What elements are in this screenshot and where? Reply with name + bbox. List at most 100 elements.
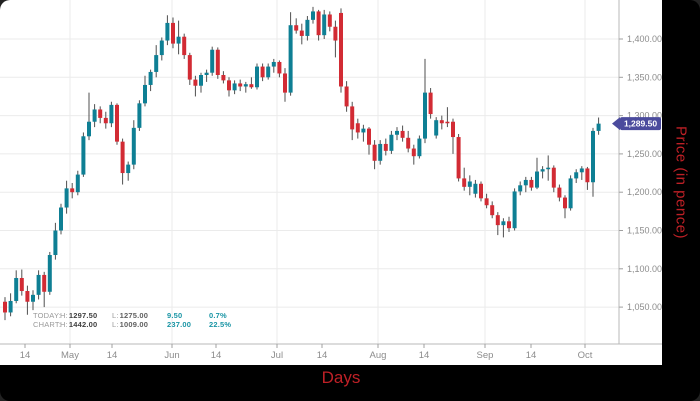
- candle-body-down: [355, 123, 360, 133]
- candle-body-up: [417, 138, 422, 157]
- candle-body-down: [182, 36, 187, 56]
- x-axis-label: May: [61, 350, 79, 361]
- candle-body-down: [406, 137, 411, 149]
- candle-body-down: [484, 198, 489, 206]
- candle-body-down: [350, 106, 355, 130]
- candle-body-up: [546, 167, 551, 170]
- candle-body-up: [176, 36, 181, 44]
- candle-body-down: [221, 75, 226, 81]
- candle-body-up: [395, 130, 399, 135]
- candle-body-down: [294, 25, 299, 31]
- candle-body-up: [305, 19, 310, 36]
- candle-body-up: [143, 84, 147, 104]
- candle-body-up: [512, 191, 517, 229]
- candle-body-down: [193, 79, 198, 86]
- candle-body-up: [501, 221, 506, 226]
- candle-body-up: [81, 136, 86, 175]
- candle-body-down: [42, 274, 47, 292]
- candle-body-down: [479, 183, 483, 199]
- candle-body-up: [518, 185, 523, 192]
- x-axis-label: 14: [317, 350, 328, 361]
- candle-body-up: [574, 172, 579, 179]
- candle-body-down: [428, 92, 433, 115]
- candle-body-down: [372, 144, 377, 161]
- y-axis-label: 1,150.00: [627, 226, 662, 236]
- y-axis-title: Price (in pence): [672, 125, 690, 240]
- candle-body-down: [316, 11, 321, 36]
- stats-row-chart: CHART: H:1442.00 L:1009.00 237.00 22.5%: [33, 320, 293, 329]
- candle-body-up: [204, 72, 209, 76]
- candle-body-up: [467, 181, 472, 187]
- x-axis-label: 14: [107, 350, 118, 361]
- candle-body-up: [423, 92, 427, 139]
- candle-body-up: [14, 277, 19, 301]
- candle-body-down: [25, 291, 30, 302]
- stats-chart-change: 237.00: [167, 320, 192, 329]
- y-axis-label: 1,100.00: [627, 264, 662, 274]
- candle-body-up: [59, 207, 63, 231]
- candle-body-down: [507, 221, 511, 229]
- plot-area: 1,400.00 1,350.00 1,300.00 1,250.00 1,200.00…: [0, 0, 662, 365]
- candle-body-down: [563, 197, 567, 209]
- candle-body-down: [400, 130, 405, 138]
- candle-body-down: [439, 120, 444, 124]
- candle-body-up: [523, 179, 528, 186]
- x-axis-label: Oct: [578, 350, 593, 361]
- x-axis-label: Jun: [164, 350, 179, 361]
- candle-body-down: [551, 167, 556, 188]
- candle-body-down: [445, 121, 450, 124]
- candle-body-down: [215, 49, 220, 76]
- candle-body-up: [540, 169, 545, 172]
- candle-body-down: [462, 178, 467, 187]
- candle-body-up: [47, 255, 52, 292]
- candle-body-down: [490, 205, 495, 216]
- candle-body-down: [585, 168, 590, 183]
- candle-body-up: [31, 294, 35, 302]
- candle-body-up: [288, 25, 293, 93]
- candle-body-down: [529, 179, 534, 188]
- candle-body-down: [344, 86, 349, 107]
- candle-body-up: [579, 168, 584, 173]
- candle-body-up: [473, 183, 478, 194]
- stats-chart-high: H:1442.00: [60, 320, 98, 329]
- candle-body-up: [311, 11, 315, 20]
- candle-body-up: [131, 127, 136, 165]
- x-axis-label: 14: [211, 350, 222, 361]
- candle-body-up: [75, 174, 80, 193]
- x-axis-title-band: Days: [0, 365, 700, 401]
- candle-body-up: [266, 66, 271, 78]
- x-axis-label: 14: [526, 350, 537, 361]
- stats-today-low: L:1275.00: [112, 311, 149, 320]
- candle-body-down: [19, 277, 24, 292]
- candle-body-up: [255, 66, 259, 88]
- candle-body-down: [299, 30, 304, 36]
- candle-body-down: [98, 109, 103, 118]
- candle-body-up: [243, 84, 248, 87]
- candle-body-down: [227, 80, 231, 91]
- candle-body-up: [591, 130, 595, 183]
- candle-body-up: [210, 49, 215, 73]
- candle-body-up: [64, 188, 69, 208]
- candle-body-up: [378, 143, 383, 161]
- y-axis-title-band: Price (in pence): [662, 0, 700, 365]
- candle-body-up: [137, 103, 142, 128]
- last-price-badge: [620, 117, 661, 131]
- candle-body-down: [277, 61, 282, 74]
- candle-body-down: [171, 22, 175, 44]
- candle-body-up: [92, 109, 97, 122]
- candle-body-up: [36, 274, 41, 295]
- x-axis-title: Days: [321, 368, 361, 387]
- stats-today-change: 9.50: [167, 311, 183, 320]
- y-axis-label: 1,200.00: [627, 187, 662, 197]
- candle-body-up: [434, 120, 439, 136]
- candle-body-up: [568, 178, 573, 209]
- candle-body-down: [451, 121, 455, 138]
- candle-body-down: [120, 141, 125, 174]
- candle-body-down: [339, 12, 343, 87]
- candle-body-down: [115, 104, 119, 142]
- y-axis-label: 1,300.00: [627, 111, 662, 121]
- candle-body-up: [199, 75, 203, 86]
- last-price-badge-text: 1,289.50: [624, 119, 657, 129]
- candle-body-up: [87, 121, 91, 137]
